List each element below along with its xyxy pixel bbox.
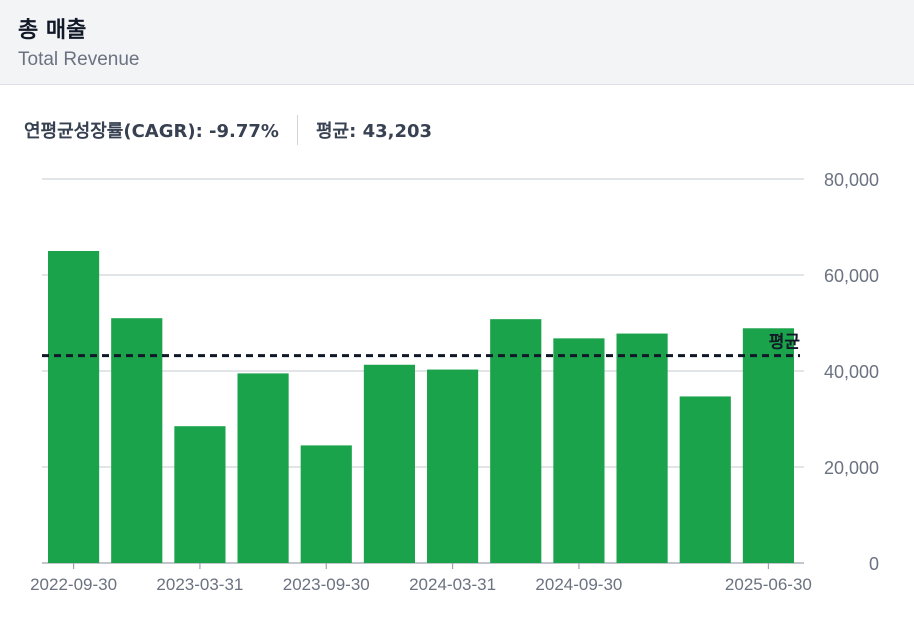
bar (616, 333, 668, 563)
x-tick-label: 2022-09-30 (30, 575, 117, 594)
bar (490, 319, 542, 563)
average-stat: 평균: 43,203 (315, 121, 433, 142)
y-tick-label: 0 (869, 554, 879, 574)
bar (553, 338, 605, 563)
bar (742, 328, 794, 563)
chart-title: 총 매출 (18, 18, 87, 43)
y-tick-label: 60,000 (824, 266, 879, 286)
bar (48, 251, 100, 563)
average-line-label: 평균 (769, 333, 801, 353)
x-tick-label: 2024-09-30 (535, 575, 622, 594)
bar (174, 426, 226, 563)
bar (427, 369, 479, 563)
x-tick-label: 2025-06-30 (725, 575, 812, 594)
x-tick-label: 2024-03-31 (409, 575, 496, 594)
bar (300, 445, 352, 563)
cagr-stat: 연평균성장률(CAGR): -9.77% (24, 121, 279, 142)
y-tick-label: 20,000 (824, 458, 879, 478)
y-tick-label: 40,000 (824, 362, 879, 382)
stats-bar: 연평균성장률(CAGR): -9.77% 평균: 43,203 (24, 115, 433, 145)
stats-divider (296, 115, 298, 145)
bar (237, 373, 289, 563)
x-tick-label: 2023-03-31 (156, 575, 243, 594)
bar (363, 364, 415, 563)
bar (111, 318, 163, 563)
x-tick-label: 2023-09-30 (283, 575, 370, 594)
bar (679, 396, 731, 563)
chart-subtitle: Total Revenue (18, 49, 140, 70)
chart-header: 총 매출 Total Revenue (0, 0, 914, 85)
y-tick-label: 80,000 (824, 170, 879, 190)
